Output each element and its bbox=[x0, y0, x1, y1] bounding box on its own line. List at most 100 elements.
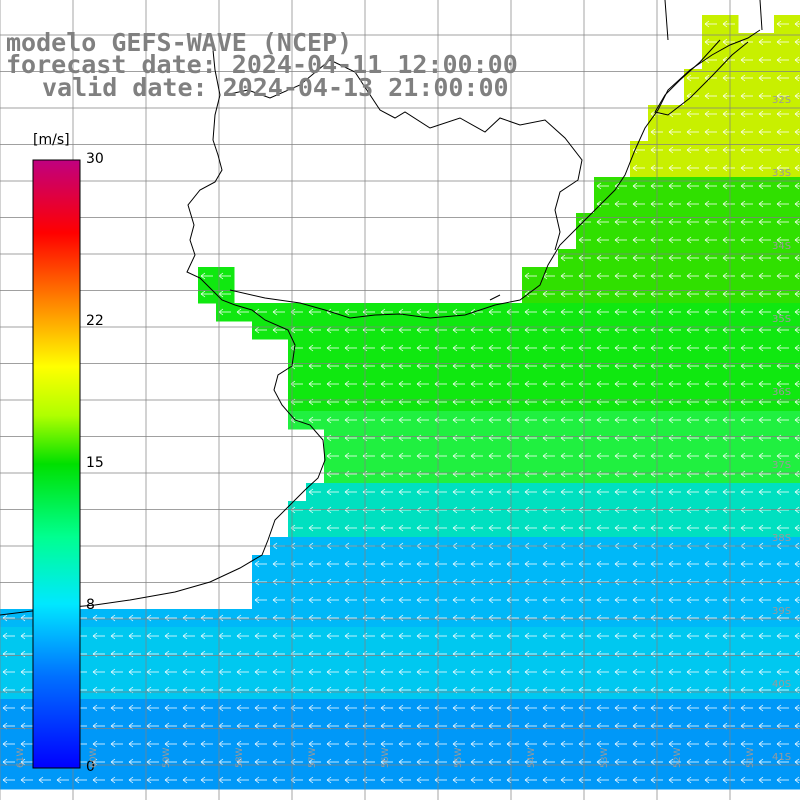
wind-arrow bbox=[740, 200, 753, 208]
wind-arrow bbox=[524, 326, 537, 334]
wind-arrow bbox=[776, 524, 789, 532]
wind-arrow bbox=[2, 704, 15, 712]
wind-arrow bbox=[758, 110, 771, 118]
wind-arrow bbox=[794, 254, 800, 262]
wind-arrow bbox=[416, 344, 429, 352]
wind-arrow bbox=[740, 596, 753, 604]
wind-arrow bbox=[560, 488, 573, 496]
wind-arrow bbox=[578, 668, 591, 676]
wind-arrow bbox=[704, 110, 717, 118]
wind-arrow bbox=[740, 56, 753, 64]
wind-arrow bbox=[614, 416, 627, 424]
wind-arrow bbox=[758, 632, 771, 640]
wind-arrow bbox=[272, 560, 285, 568]
wind-arrow bbox=[200, 272, 213, 280]
wind-arrow bbox=[560, 668, 573, 676]
wind-arrow bbox=[632, 488, 645, 496]
wind-arrow bbox=[776, 758, 789, 766]
wind-arrow bbox=[722, 668, 735, 676]
wind-arrow bbox=[524, 452, 537, 460]
wind-arrow bbox=[470, 416, 483, 424]
wind-arrow bbox=[740, 236, 753, 244]
wind-arrow bbox=[722, 56, 735, 64]
wind-arrow bbox=[794, 326, 800, 334]
wind-arrow bbox=[2, 758, 15, 766]
wind-arrow bbox=[686, 452, 699, 460]
wind-arrow bbox=[542, 758, 555, 766]
wind-arrow bbox=[488, 380, 501, 388]
wind-arrow bbox=[380, 686, 393, 694]
wind-arrow bbox=[776, 614, 789, 622]
wind-arrow bbox=[668, 416, 681, 424]
wind-arrow bbox=[776, 632, 789, 640]
wind-arrow bbox=[722, 20, 735, 28]
wind-arrow bbox=[686, 668, 699, 676]
wind-arrow bbox=[668, 560, 681, 568]
wind-arrow bbox=[542, 632, 555, 640]
wind-arrow bbox=[686, 200, 699, 208]
wind-arrow bbox=[722, 236, 735, 244]
wind-arrow bbox=[398, 614, 411, 622]
wind-arrow bbox=[668, 740, 681, 748]
wind-arrow bbox=[524, 290, 537, 298]
wind-arrow bbox=[758, 38, 771, 46]
wind-arrow bbox=[632, 524, 645, 532]
wind-arrow bbox=[578, 686, 591, 694]
wind-arrow bbox=[704, 128, 717, 136]
wind-arrow bbox=[308, 308, 321, 316]
wind-arrow bbox=[380, 524, 393, 532]
wind-arrow bbox=[110, 668, 123, 676]
wind-arrow bbox=[542, 596, 555, 604]
wind-arrow bbox=[470, 632, 483, 640]
wind-arrow bbox=[308, 614, 321, 622]
wind-arrow bbox=[452, 326, 465, 334]
wind-arrow bbox=[794, 524, 800, 532]
wind-arrow bbox=[740, 146, 753, 154]
wind-arrow bbox=[182, 614, 195, 622]
wind-arrow bbox=[596, 308, 609, 316]
wind-arrow bbox=[668, 704, 681, 712]
wind-arrow bbox=[704, 182, 717, 190]
wind-arrow bbox=[308, 740, 321, 748]
wind-arrow bbox=[758, 596, 771, 604]
wind-arrow bbox=[524, 614, 537, 622]
wind-arrow bbox=[704, 614, 717, 622]
wind-arrow bbox=[758, 452, 771, 460]
wind-arrow bbox=[308, 704, 321, 712]
wind-arrow bbox=[614, 398, 627, 406]
lon-label-56W: 56W bbox=[381, 747, 391, 768]
wind-arrow bbox=[2, 776, 15, 784]
wind-arrow bbox=[236, 758, 249, 766]
coastline-main bbox=[0, 39, 326, 616]
wind-arrow bbox=[776, 416, 789, 424]
wind-arrow bbox=[344, 740, 357, 748]
wind-arrow bbox=[722, 632, 735, 640]
wind-arrow bbox=[470, 668, 483, 676]
wind-arrow bbox=[200, 290, 213, 298]
wind-arrow bbox=[758, 92, 771, 100]
wind-arrow bbox=[470, 560, 483, 568]
wind-arrow bbox=[632, 380, 645, 388]
wind-arrow bbox=[632, 596, 645, 604]
wind-arrow bbox=[632, 236, 645, 244]
wind-arrow bbox=[794, 416, 800, 424]
wind-arrow bbox=[632, 452, 645, 460]
wind-arrow bbox=[326, 776, 339, 784]
wind-arrow bbox=[380, 758, 393, 766]
wind-arrow bbox=[308, 668, 321, 676]
wind-arrow bbox=[722, 74, 735, 82]
colorbar-unit: [m/s] bbox=[33, 132, 70, 148]
wind-arrow bbox=[524, 272, 537, 280]
wind-arrow bbox=[776, 38, 789, 46]
wind-arrow bbox=[128, 704, 141, 712]
wind-arrow bbox=[632, 398, 645, 406]
wind-arrow bbox=[92, 668, 105, 676]
wind-arrow bbox=[416, 398, 429, 406]
lon-label-59W: 59W bbox=[162, 747, 172, 768]
wind-arrow bbox=[182, 668, 195, 676]
wind-arrow bbox=[254, 326, 267, 334]
lat-label-32S: 32S bbox=[772, 95, 792, 106]
wind-arrow bbox=[380, 614, 393, 622]
wind-arrow bbox=[380, 398, 393, 406]
wind-arrow bbox=[668, 470, 681, 478]
